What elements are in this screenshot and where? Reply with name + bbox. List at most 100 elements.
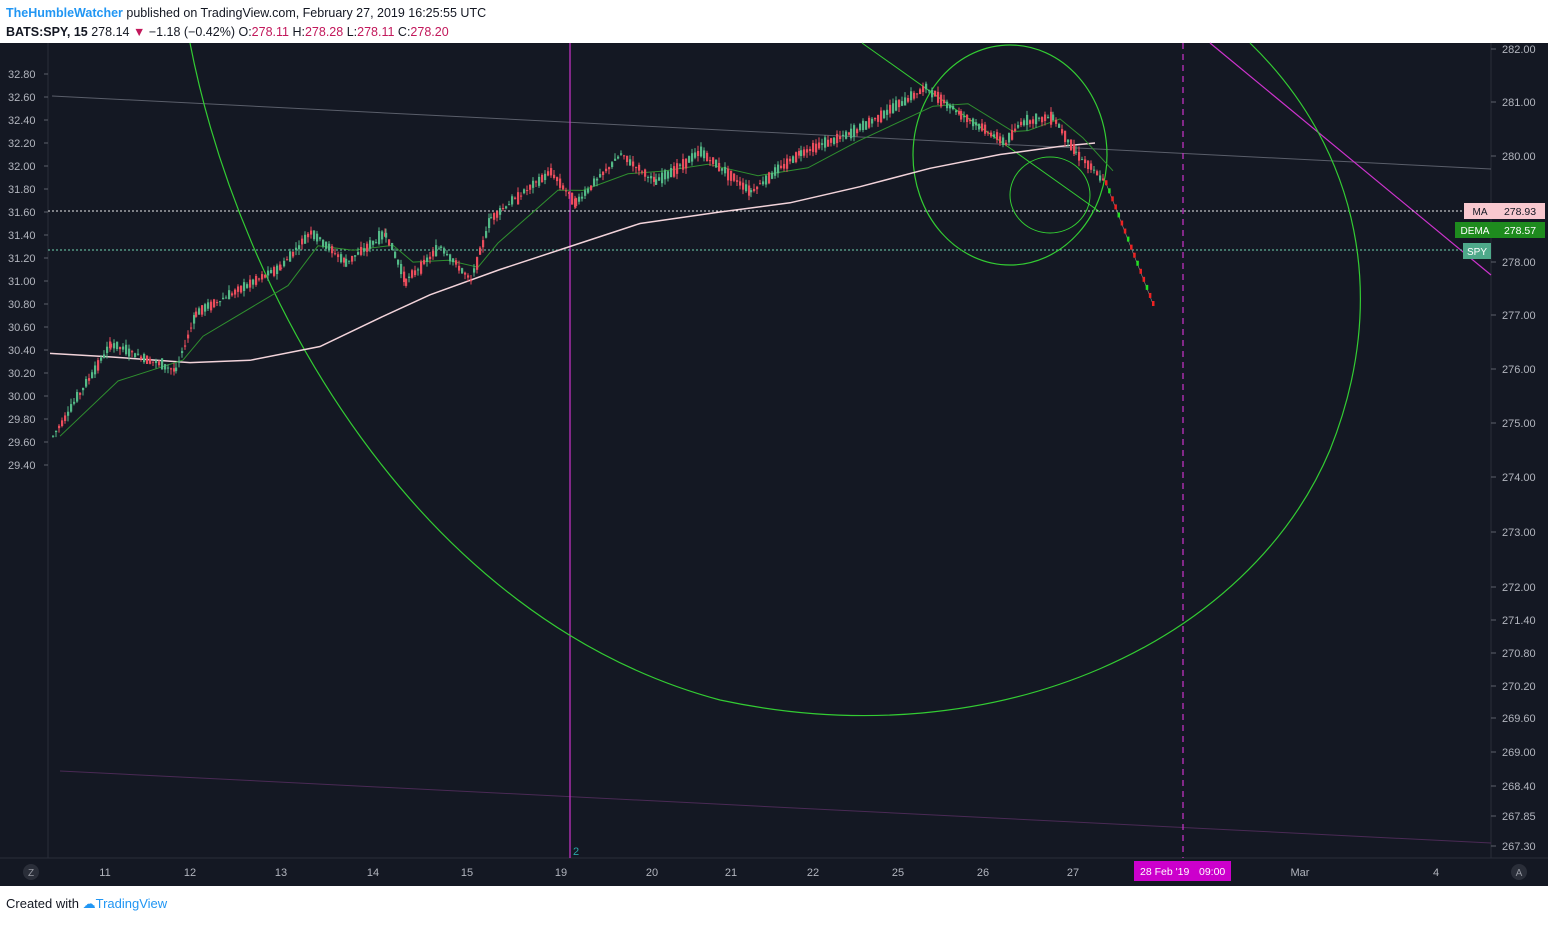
- candle[interactable]: [216, 299, 219, 307]
- candle[interactable]: [1061, 124, 1064, 136]
- candle[interactable]: [195, 307, 198, 318]
- candle[interactable]: [1035, 113, 1038, 128]
- candle[interactable]: [369, 236, 372, 253]
- candle[interactable]: [1075, 146, 1078, 156]
- candle[interactable]: [508, 200, 511, 206]
- candle[interactable]: [880, 107, 883, 124]
- candle[interactable]: [541, 173, 544, 183]
- candle[interactable]: [730, 170, 733, 186]
- candle[interactable]: [178, 356, 181, 368]
- candle[interactable]: [745, 179, 748, 193]
- candle[interactable]: [440, 245, 443, 249]
- candle[interactable]: [859, 122, 862, 132]
- candle[interactable]: [1005, 139, 1008, 147]
- candle[interactable]: [706, 150, 709, 162]
- candle[interactable]: [581, 192, 584, 202]
- candle[interactable]: [1096, 169, 1099, 176]
- candles-layer[interactable]: [52, 81, 1105, 438]
- candle[interactable]: [635, 166, 638, 174]
- candle[interactable]: [517, 187, 520, 205]
- candle[interactable]: [161, 357, 164, 370]
- candle[interactable]: [993, 131, 996, 139]
- candle[interactable]: [173, 362, 176, 376]
- candle[interactable]: [644, 168, 647, 182]
- candle[interactable]: [565, 187, 568, 197]
- candle[interactable]: [394, 248, 397, 259]
- candle[interactable]: [883, 109, 886, 120]
- candle[interactable]: [629, 155, 632, 167]
- candle[interactable]: [697, 145, 700, 162]
- candle[interactable]: [243, 278, 246, 297]
- candle[interactable]: [164, 363, 167, 373]
- candle[interactable]: [388, 239, 391, 247]
- candle[interactable]: [446, 250, 449, 257]
- candle[interactable]: [1002, 134, 1005, 148]
- candle[interactable]: [397, 259, 400, 268]
- candle[interactable]: [590, 185, 593, 192]
- candle[interactable]: [742, 178, 745, 195]
- candle[interactable]: [155, 358, 158, 369]
- candle[interactable]: [240, 285, 243, 294]
- candle[interactable]: [79, 392, 82, 400]
- candle[interactable]: [529, 184, 532, 195]
- candle[interactable]: [319, 236, 322, 242]
- candle[interactable]: [718, 157, 721, 172]
- candle[interactable]: [901, 96, 904, 107]
- candle[interactable]: [553, 169, 556, 180]
- candle[interactable]: [137, 348, 140, 356]
- candle[interactable]: [756, 185, 759, 195]
- candle[interactable]: [88, 373, 91, 385]
- candle[interactable]: [67, 406, 70, 422]
- candle[interactable]: [134, 352, 137, 358]
- candle[interactable]: [874, 117, 877, 122]
- candle[interactable]: [599, 168, 602, 178]
- candle[interactable]: [479, 246, 482, 256]
- candle[interactable]: [276, 263, 279, 280]
- candle[interactable]: [653, 172, 656, 187]
- candle[interactable]: [366, 241, 369, 257]
- candle[interactable]: [255, 274, 258, 287]
- candle[interactable]: [1078, 146, 1081, 167]
- candle[interactable]: [100, 354, 103, 364]
- candle[interactable]: [140, 354, 143, 362]
- candle[interactable]: [1041, 116, 1044, 127]
- corner-left-button[interactable]: Z: [23, 864, 39, 880]
- candle[interactable]: [789, 156, 792, 165]
- candle[interactable]: [128, 344, 131, 361]
- candle[interactable]: [94, 361, 97, 379]
- candle[interactable]: [1055, 117, 1058, 127]
- candle[interactable]: [868, 115, 871, 129]
- candle[interactable]: [391, 242, 394, 251]
- candle[interactable]: [999, 132, 1002, 146]
- candle[interactable]: [1032, 116, 1035, 129]
- candle[interactable]: [611, 161, 614, 169]
- candle[interactable]: [632, 156, 635, 172]
- candle[interactable]: [969, 118, 972, 125]
- candle[interactable]: [458, 260, 461, 274]
- candle[interactable]: [420, 259, 423, 276]
- candle[interactable]: [1084, 155, 1087, 169]
- candle[interactable]: [688, 155, 691, 163]
- candle[interactable]: [493, 212, 496, 225]
- candle[interactable]: [325, 241, 328, 252]
- candle[interactable]: [438, 246, 441, 250]
- candle[interactable]: [482, 236, 485, 253]
- candle[interactable]: [82, 387, 85, 396]
- candle[interactable]: [343, 256, 346, 267]
- candle[interactable]: [181, 347, 184, 358]
- candle[interactable]: [231, 291, 234, 297]
- candle[interactable]: [830, 137, 833, 147]
- candle[interactable]: [429, 252, 432, 264]
- candle[interactable]: [839, 130, 842, 143]
- candle[interactable]: [279, 261, 282, 271]
- candle[interactable]: [800, 145, 803, 162]
- candle[interactable]: [792, 155, 795, 164]
- candle[interactable]: [1070, 139, 1073, 151]
- candle[interactable]: [550, 163, 553, 178]
- candle[interactable]: [739, 176, 742, 190]
- candle[interactable]: [748, 180, 751, 201]
- candle[interactable]: [803, 146, 806, 158]
- candle[interactable]: [443, 246, 446, 257]
- candle[interactable]: [824, 135, 827, 152]
